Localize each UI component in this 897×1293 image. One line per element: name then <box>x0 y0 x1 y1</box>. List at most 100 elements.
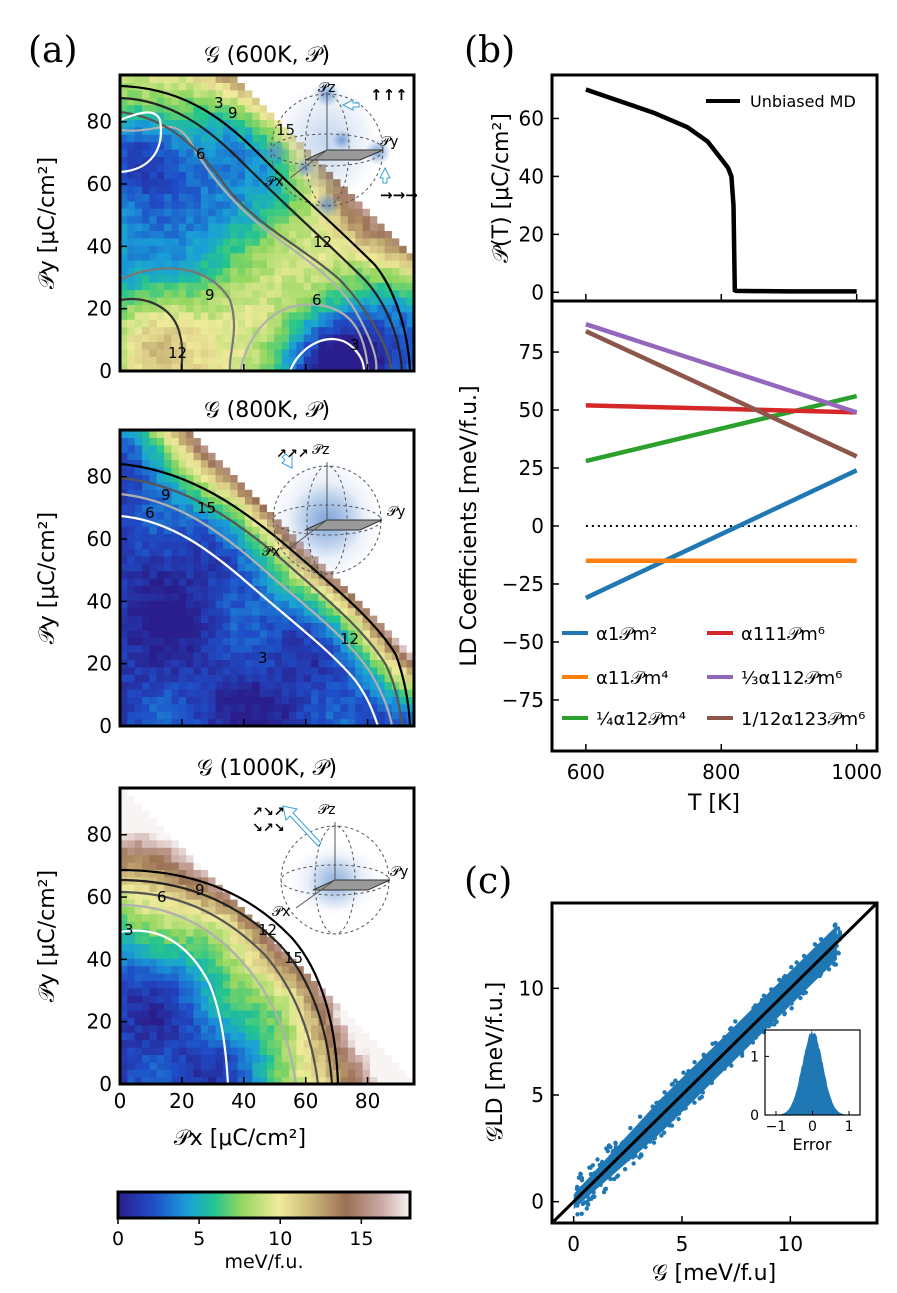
heat-cell <box>171 334 180 342</box>
heat-cell <box>186 504 195 512</box>
heat-cell <box>237 795 246 804</box>
heat-cell <box>289 578 297 586</box>
heat-cell <box>178 260 187 268</box>
heat-cell <box>391 825 400 833</box>
heat-cell <box>325 1002 334 1011</box>
heat-cell <box>142 260 150 268</box>
heat-cell <box>156 104 165 113</box>
heat-cell <box>134 711 143 720</box>
heat-cell <box>164 363 173 371</box>
heat-cell <box>369 356 378 365</box>
heat-cell <box>127 459 136 468</box>
heat-cell <box>406 1076 414 1084</box>
heat-cell <box>340 1010 349 1018</box>
heat-cell <box>252 356 261 365</box>
heat-cell <box>164 847 173 856</box>
heat-cell <box>355 1061 364 1070</box>
heat-cell <box>267 622 275 631</box>
heat-cell <box>377 97 386 106</box>
heat-cell <box>193 348 202 357</box>
heat-cell <box>318 936 327 944</box>
heat-cell <box>399 869 408 878</box>
heat-cell <box>303 913 312 922</box>
heat-cell <box>274 810 283 819</box>
heat-cell <box>252 795 261 804</box>
heat-cell <box>325 237 334 246</box>
heat-cell <box>134 193 143 202</box>
heat-cell <box>186 718 195 726</box>
heat-cell <box>200 659 209 668</box>
heat-cell <box>164 75 173 83</box>
heat-cell <box>222 82 231 91</box>
heat-cell <box>274 555 283 564</box>
heat-cell <box>303 600 312 609</box>
heat-cell <box>120 711 128 720</box>
heat-cell <box>252 847 261 856</box>
heat-cell <box>399 504 408 512</box>
heat-cell <box>237 311 246 320</box>
heat-cell <box>134 481 143 490</box>
heat-cell <box>200 936 209 944</box>
heat-cell <box>274 1047 283 1055</box>
heat-cell <box>318 1032 327 1041</box>
heat-cell <box>186 563 195 572</box>
heat-cell <box>399 245 408 254</box>
heat-cell <box>222 282 231 291</box>
heat-cell <box>340 237 349 246</box>
heat-cell <box>259 97 268 106</box>
heat-cell <box>237 511 246 520</box>
heat-cell <box>318 921 327 930</box>
heat-cell <box>186 459 195 468</box>
heat-cell <box>281 862 290 870</box>
heat-cell <box>186 230 195 239</box>
heat-cell <box>267 1032 275 1041</box>
heat-cell <box>289 1047 297 1055</box>
heat-cell <box>230 980 239 989</box>
heat-cell <box>399 1054 408 1063</box>
heat-cell <box>222 467 231 475</box>
heat-cell <box>267 869 275 878</box>
heat-cell <box>406 297 414 305</box>
heat-cell <box>164 802 173 811</box>
heat-cell <box>149 541 158 549</box>
heat-cell <box>399 230 408 239</box>
heat-cell <box>259 921 268 930</box>
heat-cell <box>369 437 378 446</box>
heat-cell <box>171 430 180 438</box>
heat-cell <box>164 430 173 438</box>
heat-cell <box>208 444 217 453</box>
heat-cell <box>325 659 334 668</box>
heat-cell <box>178 245 187 254</box>
heat-cell <box>325 674 334 683</box>
heat-cell <box>186 1047 195 1055</box>
heat-cell <box>362 995 371 1004</box>
heat-cell <box>120 980 128 989</box>
heat-cell <box>362 570 371 579</box>
heat-cell <box>178 825 187 833</box>
heat-cell <box>311 230 320 239</box>
heat-cell <box>215 958 224 967</box>
heat-cell <box>244 570 253 579</box>
heat-cell <box>252 973 261 981</box>
heat-cell <box>244 481 253 490</box>
heat-cell <box>222 156 231 165</box>
heat-cell <box>186 570 195 579</box>
heat-cell <box>377 585 386 594</box>
heat-cell <box>384 980 393 989</box>
heat-cell <box>355 592 364 601</box>
heat-cell <box>384 223 393 231</box>
x-tick-label: 40 <box>231 1089 256 1113</box>
heat-cell <box>362 297 371 305</box>
heat-cell <box>237 178 246 187</box>
heat-cell <box>259 186 268 194</box>
heat-cell <box>208 104 217 113</box>
heat-cell <box>399 356 408 365</box>
heat-cell <box>149 788 158 796</box>
heat-cell <box>156 75 165 83</box>
heat-cell <box>142 304 150 313</box>
heat-cell <box>215 215 224 224</box>
heat-cell <box>267 891 275 900</box>
heat-cell <box>347 1069 356 1078</box>
heat-cell <box>215 832 224 841</box>
heat-cell <box>193 1069 202 1078</box>
